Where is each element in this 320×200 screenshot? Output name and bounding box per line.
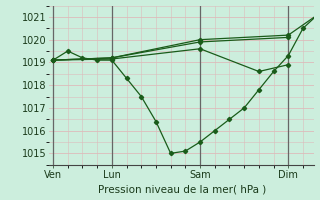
- X-axis label: Pression niveau de la mer( hPa ): Pression niveau de la mer( hPa ): [98, 184, 266, 194]
